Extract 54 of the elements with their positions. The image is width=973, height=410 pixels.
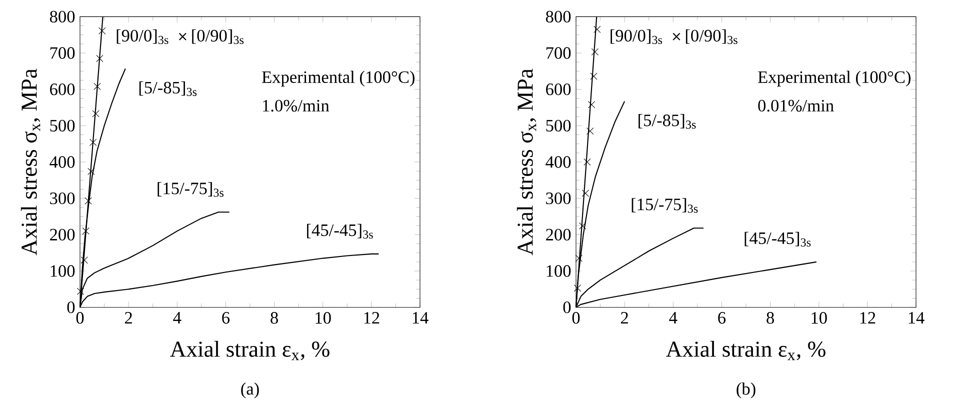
y-tick-label: 200 [546,228,571,241]
x-axis-title: Axial strain ε$_{x}$, % [170,340,330,360]
y-tick-label: 500 [546,120,571,132]
series-label: [15/-75]$_{3s}$ [158,182,224,197]
y-tick-label: 200 [50,228,75,241]
x-tick-label: 10 [316,312,331,324]
x-tick-label: 14 [412,312,428,324]
y-tick-label: 500 [50,120,75,132]
series-label: [5/-85]$_{3s}$ [638,114,696,129]
x-tick-label: 0 [572,312,580,324]
y-axis-title: Axial stress σ$_{x}$, MPa [516,68,536,256]
series-label: [45/-45]$_{3s}$ [744,232,811,247]
series-label: [90/0]$_{3s}$ [610,29,662,44]
legend-label: [0/90]$_{3s}$ [686,29,738,44]
x-tick-label: 12 [364,312,380,324]
x-tick-label: 6 [718,312,726,324]
series-label: [15/-75]$_{3s}$ [632,198,698,213]
annotation: Experimental (100°C) [262,70,415,86]
y-tick-label: 400 [546,156,571,168]
y-tick-label: 800 [50,10,75,23]
series-label: [90/0]$_{3s}$ [116,29,168,44]
y-tick-label: 100 [50,265,75,277]
y-tick-label: 700 [50,47,75,59]
y-tick-label: 700 [546,47,571,59]
y-tick-label: 0 [67,301,75,314]
text: (b) [736,382,756,398]
annotation: 1.0%/min [263,100,330,112]
y-tick-label: 300 [50,192,75,204]
y-tick-label: 800 [546,10,571,23]
x-axis-title: Axial strain ε$_{x}$, % [666,340,826,360]
legend-label: [0/90]$_{3s}$ [192,29,244,44]
x-tick-label: 6 [222,312,230,324]
x-tick-label: 12 [860,312,876,324]
x-tick-label: 4 [669,312,678,324]
x-tick-label: 2 [124,312,132,324]
y-tick-label: 100 [546,265,571,277]
y-tick-label: 600 [546,83,571,96]
y-axis-title: Axial stress σ$_{x}$, MPa [20,68,40,256]
x-tick-label: 14 [908,312,924,324]
y-tick-label: 0 [563,301,571,314]
annotation: Experimental (100°C) [758,70,911,86]
x-tick-label: 2 [621,312,628,324]
text: (a) [241,382,259,398]
y-tick-label: 400 [50,156,75,168]
x-tick-label: 0 [76,312,84,324]
x-tick-label: 4 [173,312,182,324]
x-tick-label: 8 [766,312,774,324]
series-label: [5/-85]$_{3s}$ [139,81,197,96]
y-tick-label: 600 [50,83,75,96]
x-tick-label: 10 [812,312,827,324]
y-tick-label: 300 [546,192,571,204]
annotation: 0.01%/min [758,100,834,112]
series-label: [45/-45]$_{3s}$ [307,224,373,239]
x-tick-label: 8 [270,312,278,324]
